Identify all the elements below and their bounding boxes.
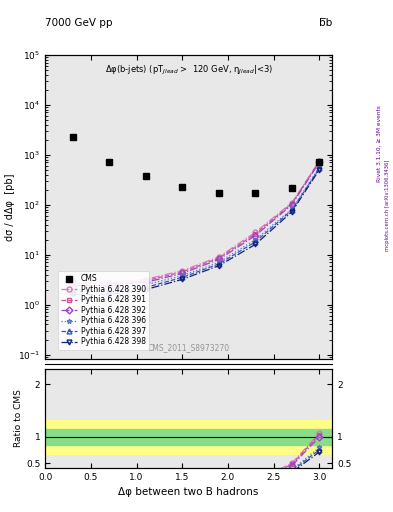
- Text: b̅b: b̅b: [319, 18, 332, 28]
- Text: CMS_2011_S8973270: CMS_2011_S8973270: [148, 343, 230, 352]
- Legend: CMS, Pythia 6.428 390, Pythia 6.428 391, Pythia 6.428 392, Pythia 6.428 396, Pyt: CMS, Pythia 6.428 390, Pythia 6.428 391,…: [58, 271, 149, 350]
- Pythia 6.428 392: [180, 270, 185, 276]
- Line: Pythia 6.428 391: Pythia 6.428 391: [70, 159, 322, 286]
- Pythia 6.428 390: [107, 279, 112, 285]
- Pythia 6.428 391: [143, 278, 148, 284]
- Line: Pythia 6.428 398: Pythia 6.428 398: [70, 167, 322, 297]
- Text: mcplots.cern.ch [arXiv:1306.3436]: mcplots.cern.ch [arXiv:1306.3436]: [385, 159, 389, 250]
- CMS: [253, 190, 258, 196]
- Line: Pythia 6.428 392: Pythia 6.428 392: [70, 160, 322, 288]
- Pythia 6.428 390: [217, 254, 221, 260]
- CMS: [290, 184, 294, 190]
- Pythia 6.428 396: [217, 259, 221, 265]
- Line: Pythia 6.428 396: Pythia 6.428 396: [70, 165, 322, 292]
- Pythia 6.428 396: [70, 287, 75, 293]
- CMS: [180, 183, 185, 189]
- Pythia 6.428 397: [253, 239, 258, 245]
- Text: Rivet 3.1.10, ≥ 3M events: Rivet 3.1.10, ≥ 3M events: [377, 105, 382, 182]
- Pythia 6.428 390: [317, 158, 321, 164]
- Pythia 6.428 398: [70, 291, 75, 297]
- Pythia 6.428 398: [180, 276, 185, 283]
- Y-axis label: dσ / dΔφ  [pb]: dσ / dΔφ [pb]: [5, 174, 15, 241]
- CMS: [70, 134, 75, 140]
- Pythia 6.428 396: [180, 272, 185, 279]
- Pythia 6.428 390: [180, 267, 185, 273]
- Pythia 6.428 398: [253, 241, 258, 247]
- Pythia 6.428 398: [290, 209, 294, 215]
- Pythia 6.428 396: [290, 206, 294, 212]
- Pythia 6.428 396: [317, 164, 321, 170]
- X-axis label: Δφ between two B hadrons: Δφ between two B hadrons: [118, 486, 259, 497]
- Pythia 6.428 397: [107, 289, 112, 295]
- Pythia 6.428 392: [317, 159, 321, 165]
- Pythia 6.428 398: [107, 291, 112, 297]
- Pythia 6.428 390: [253, 229, 258, 236]
- Pythia 6.428 397: [143, 285, 148, 291]
- Line: CMS: CMS: [70, 134, 322, 196]
- Line: Pythia 6.428 390: Pythia 6.428 390: [70, 159, 322, 285]
- CMS: [217, 190, 221, 196]
- Text: 7000 GeV pp: 7000 GeV pp: [45, 18, 113, 28]
- Pythia 6.428 396: [253, 237, 258, 243]
- Pythia 6.428 397: [317, 165, 321, 172]
- Pythia 6.428 391: [217, 255, 221, 261]
- CMS: [107, 159, 112, 165]
- Pythia 6.428 396: [143, 282, 148, 288]
- Pythia 6.428 397: [217, 261, 221, 267]
- Pythia 6.428 398: [217, 263, 221, 269]
- Pythia 6.428 390: [290, 200, 294, 206]
- Pythia 6.428 392: [217, 257, 221, 263]
- Pythia 6.428 391: [180, 269, 185, 275]
- Pythia 6.428 391: [317, 159, 321, 165]
- Pythia 6.428 391: [253, 231, 258, 237]
- Pythia 6.428 392: [253, 232, 258, 239]
- Line: Pythia 6.428 397: Pythia 6.428 397: [70, 166, 322, 294]
- Pythia 6.428 397: [70, 289, 75, 295]
- Pythia 6.428 390: [143, 276, 148, 283]
- Y-axis label: Ratio to CMS: Ratio to CMS: [14, 390, 23, 447]
- Pythia 6.428 398: [317, 167, 321, 173]
- CMS: [143, 173, 148, 179]
- Pythia 6.428 398: [143, 287, 148, 293]
- Pythia 6.428 392: [143, 279, 148, 285]
- Pythia 6.428 391: [290, 201, 294, 207]
- Pythia 6.428 392: [70, 283, 75, 289]
- Pythia 6.428 392: [290, 202, 294, 208]
- Pythia 6.428 396: [107, 287, 112, 293]
- CMS: [317, 159, 321, 165]
- Text: Δφ(b-jets) (pT$_{Jlead}$ >  120 GeV, η$_{Jlead}$|<3): Δφ(b-jets) (pT$_{Jlead}$ > 120 GeV, η$_{…: [105, 64, 273, 77]
- Pythia 6.428 390: [70, 279, 75, 285]
- Pythia 6.428 392: [107, 283, 112, 289]
- Pythia 6.428 391: [70, 281, 75, 287]
- Pythia 6.428 397: [180, 274, 185, 281]
- Pythia 6.428 391: [107, 281, 112, 287]
- Pythia 6.428 397: [290, 207, 294, 213]
